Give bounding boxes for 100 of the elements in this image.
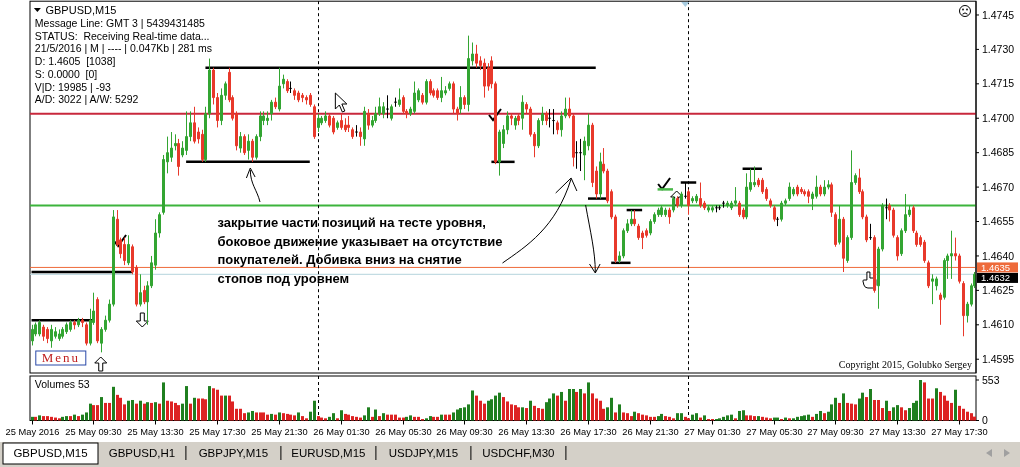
candlestick bbox=[340, 113, 343, 131]
bar bbox=[962, 408, 965, 421]
annotation: Copyright 2015, Golubko Sergey bbox=[838, 359, 972, 370]
x-tick-label: 27 May 05:30 bbox=[746, 426, 803, 437]
bar bbox=[247, 412, 250, 421]
candlestick bbox=[247, 133, 250, 161]
candlestick bbox=[347, 115, 350, 133]
candlestick bbox=[726, 200, 729, 209]
candlestick bbox=[676, 195, 679, 209]
bar bbox=[966, 411, 969, 421]
candlestick bbox=[123, 237, 126, 266]
bar bbox=[38, 415, 41, 421]
candlestick bbox=[332, 115, 335, 135]
bar bbox=[440, 414, 443, 421]
candlestick bbox=[440, 76, 443, 103]
y-tick-label: 1.4670 bbox=[982, 180, 1015, 193]
bar bbox=[394, 414, 397, 421]
bar bbox=[409, 415, 412, 421]
candlestick bbox=[931, 273, 934, 305]
candlestick bbox=[545, 110, 548, 126]
candlestick bbox=[390, 103, 393, 122]
bar bbox=[359, 417, 362, 421]
bar bbox=[888, 410, 891, 421]
bar bbox=[970, 413, 973, 421]
bar bbox=[259, 412, 262, 421]
bar bbox=[201, 398, 204, 421]
bar bbox=[680, 413, 683, 421]
bar bbox=[251, 410, 254, 421]
x-tick-label: 25 May 2016 bbox=[5, 426, 60, 437]
bar bbox=[742, 410, 745, 421]
bar bbox=[158, 403, 161, 421]
y-tick-label: 0 bbox=[982, 414, 988, 427]
candlestick bbox=[355, 124, 358, 138]
candlestick bbox=[498, 129, 501, 177]
x-tick-label: 27 May 17:30 bbox=[931, 426, 988, 437]
bar bbox=[819, 410, 822, 421]
candlestick bbox=[664, 207, 667, 218]
candlestick bbox=[398, 87, 401, 108]
candlestick bbox=[394, 97, 397, 108]
candlestick bbox=[297, 90, 300, 103]
candlestick bbox=[950, 230, 953, 280]
candlestick bbox=[65, 322, 68, 335]
bar bbox=[560, 391, 563, 421]
candlestick bbox=[842, 216, 845, 273]
candlestick bbox=[459, 85, 462, 115]
bar bbox=[490, 399, 493, 421]
bar bbox=[660, 413, 663, 421]
bar bbox=[378, 416, 381, 421]
bar bbox=[119, 397, 122, 421]
text: GBPUSD,H1 bbox=[108, 447, 176, 459]
candlestick bbox=[575, 140, 578, 170]
candlestick bbox=[73, 319, 76, 330]
y-tick-label: 1.4730 bbox=[982, 43, 1015, 56]
x-tick-label: 26 May 05:30 bbox=[375, 426, 432, 437]
candlestick bbox=[293, 87, 296, 101]
candlestick bbox=[317, 113, 320, 133]
candlestick bbox=[711, 204, 714, 213]
candlestick bbox=[680, 191, 683, 209]
bar bbox=[618, 404, 621, 421]
annotation: STATUS: Receiving Real-time data... bbox=[34, 29, 210, 42]
bar bbox=[483, 403, 486, 421]
y-tick-label: 1.4625 bbox=[982, 284, 1015, 297]
bar bbox=[545, 402, 548, 421]
candlestick bbox=[278, 67, 281, 112]
bar bbox=[301, 416, 304, 421]
bar bbox=[668, 416, 671, 421]
candlestick bbox=[421, 92, 424, 105]
x-tick-label: 25 May 13:30 bbox=[127, 426, 184, 437]
bar bbox=[579, 389, 582, 421]
bar bbox=[328, 416, 331, 421]
candlestick bbox=[896, 234, 899, 262]
text: GBPJPY,M15 bbox=[198, 447, 269, 459]
bar bbox=[243, 413, 246, 421]
bar bbox=[521, 407, 524, 421]
candlestick bbox=[800, 186, 803, 195]
bar bbox=[564, 400, 567, 421]
bar bbox=[452, 412, 455, 421]
bar bbox=[413, 416, 416, 421]
candlestick bbox=[31, 324, 34, 346]
bar bbox=[386, 414, 389, 421]
candlestick bbox=[274, 97, 277, 110]
bar bbox=[510, 404, 513, 421]
bar bbox=[873, 399, 876, 421]
bar bbox=[494, 395, 497, 421]
annotation: A/D: 3022 | A/W: 5292 bbox=[34, 93, 139, 106]
bar bbox=[765, 417, 768, 421]
bar bbox=[514, 405, 517, 421]
candlestick bbox=[336, 120, 339, 131]
y-tick-label: 1.4685 bbox=[982, 146, 1015, 159]
bar bbox=[425, 418, 428, 421]
bar bbox=[502, 397, 505, 421]
bar bbox=[892, 407, 895, 421]
bar bbox=[208, 386, 211, 421]
bar bbox=[815, 413, 818, 421]
bar bbox=[842, 393, 845, 421]
bar bbox=[912, 402, 915, 421]
bar bbox=[177, 405, 180, 421]
bar bbox=[293, 415, 296, 421]
bar bbox=[583, 393, 586, 421]
candlestick bbox=[309, 92, 312, 108]
